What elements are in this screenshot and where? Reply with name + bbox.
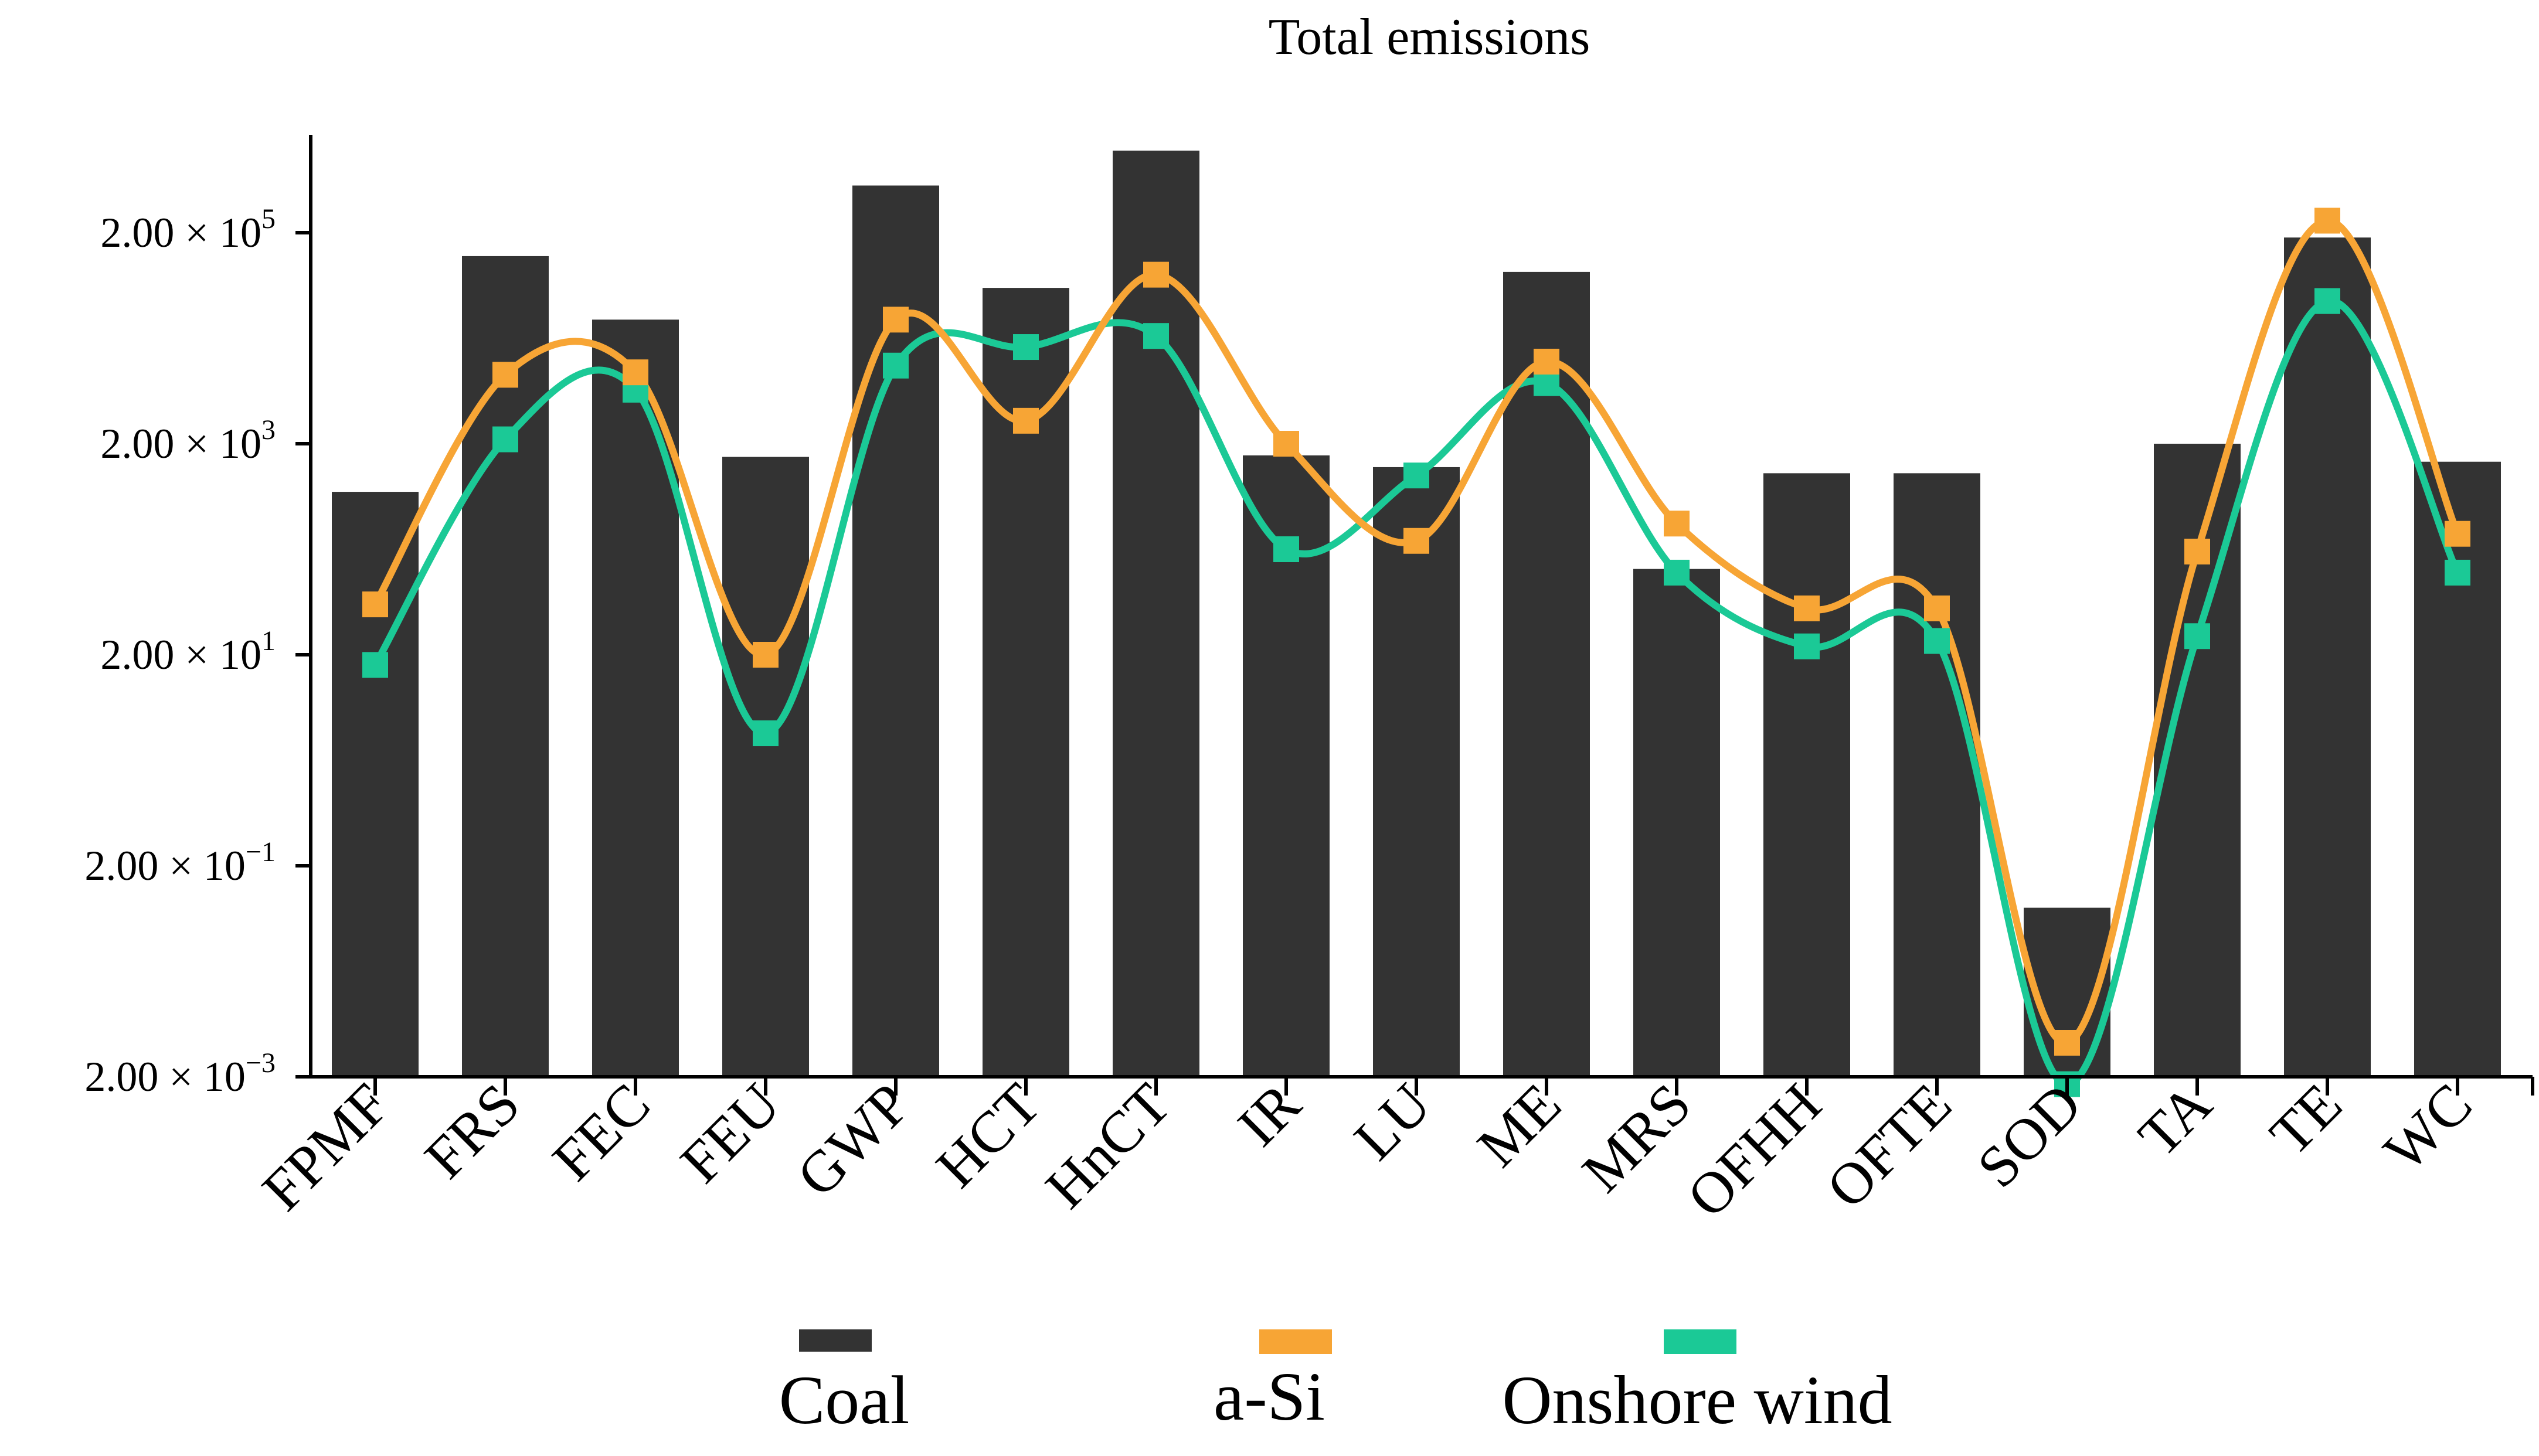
line-a-si bbox=[372, 217, 2461, 1047]
point-onshore-wind-ofhh bbox=[1794, 633, 1820, 659]
bar-coal-lu bbox=[1373, 467, 1460, 1077]
legend-label-onshore-wind: Onshore wind bbox=[1502, 1362, 1892, 1438]
point-a-si-te bbox=[2314, 207, 2340, 234]
point-a-si-ofhh bbox=[1794, 595, 1820, 621]
x-tick-label-fpmf: FPMF bbox=[250, 1071, 402, 1223]
point-onshore-wind-ofte bbox=[1924, 628, 1950, 654]
x-tick-label-gwp: GWP bbox=[784, 1071, 923, 1209]
bar-coal-te bbox=[2284, 237, 2371, 1077]
line-onshore-wind bbox=[372, 297, 2461, 1088]
point-a-si-mrs bbox=[1664, 511, 1690, 537]
point-a-si-wc bbox=[2445, 521, 2470, 547]
x-tick-label-wc: WC bbox=[2371, 1071, 2484, 1183]
bar-coal-ofhh bbox=[1763, 473, 1850, 1077]
legend-swatch-coal bbox=[799, 1329, 872, 1352]
x-tick-label-ofhh: OFHH bbox=[1675, 1071, 1834, 1230]
point-a-si-sod bbox=[2054, 1030, 2080, 1056]
x-tick-label-ta: TA bbox=[2126, 1071, 2224, 1169]
bar-coal-frs bbox=[462, 256, 549, 1077]
legend-swatch-onshore-wind bbox=[1664, 1329, 1736, 1354]
point-onshore-wind-te bbox=[2314, 288, 2340, 314]
x-tick-label-frs: FRS bbox=[412, 1071, 532, 1190]
x-tick-label-ofte: OFTE bbox=[1814, 1071, 1963, 1220]
x-tick-label-te: TE bbox=[2258, 1071, 2354, 1168]
point-a-si-hct bbox=[1013, 407, 1039, 434]
x-tick-label-hnct: HnCT bbox=[1033, 1071, 1182, 1220]
point-a-si-feu bbox=[753, 642, 779, 668]
point-a-si-fec bbox=[623, 359, 648, 386]
x-tick-label-me: ME bbox=[1465, 1071, 1573, 1179]
point-a-si-hnct bbox=[1143, 261, 1169, 288]
point-onshore-wind-hnct bbox=[1143, 323, 1169, 349]
point-onshore-wind-lu bbox=[1403, 462, 1429, 489]
y-tick-label: 2.00 × 105 bbox=[100, 203, 276, 256]
y-tick-label: 2.00 × 10−3 bbox=[84, 1047, 276, 1100]
x-tick-label-feu: FEU bbox=[668, 1071, 792, 1195]
point-a-si-gwp bbox=[883, 307, 909, 333]
point-a-si-ofte bbox=[1924, 595, 1950, 621]
point-onshore-wind-ta bbox=[2184, 623, 2210, 649]
x-tick-label-fec: FEC bbox=[540, 1071, 662, 1193]
point-a-si-frs bbox=[492, 362, 518, 388]
y-tick-label: 2.00 × 101 bbox=[100, 625, 276, 678]
point-onshore-wind-fpmf bbox=[362, 652, 388, 678]
legend-swatch-a-si bbox=[1259, 1329, 1332, 1354]
x-tick-label-hct: HCT bbox=[924, 1071, 1053, 1200]
bar-coal-wc bbox=[2414, 461, 2501, 1077]
point-onshore-wind-mrs bbox=[1664, 559, 1690, 586]
point-onshore-wind-me bbox=[1534, 370, 1559, 396]
y-tick-label: 2.00 × 103 bbox=[100, 414, 276, 467]
point-a-si-lu bbox=[1403, 528, 1429, 554]
x-tick-label-lu: LU bbox=[1342, 1071, 1443, 1172]
point-onshore-wind-ir bbox=[1273, 536, 1299, 562]
chart-title: Total emissions bbox=[1269, 9, 1590, 66]
bar-coal-feu bbox=[722, 457, 809, 1077]
legend-label-a-si: a-Si bbox=[1214, 1358, 1325, 1435]
point-a-si-fpmf bbox=[362, 591, 388, 618]
bar-coal-hnct bbox=[1113, 150, 1199, 1077]
point-onshore-wind-feu bbox=[753, 720, 779, 747]
point-onshore-wind-gwp bbox=[883, 352, 909, 379]
bar-coal-mrs bbox=[1633, 569, 1720, 1077]
point-a-si-me bbox=[1534, 348, 1559, 375]
point-onshore-wind-frs bbox=[492, 426, 518, 453]
x-tick-label-ir: IR bbox=[1225, 1071, 1313, 1158]
point-onshore-wind-wc bbox=[2445, 559, 2470, 586]
y-tick-label: 2.00 × 10−1 bbox=[84, 836, 276, 889]
bar-coal-ofte bbox=[1894, 473, 1980, 1077]
bar-coal-fpmf bbox=[332, 492, 419, 1077]
point-a-si-ir bbox=[1273, 431, 1299, 457]
point-a-si-ta bbox=[2184, 539, 2210, 565]
point-onshore-wind-hct bbox=[1013, 334, 1039, 360]
legend-label-coal: Coal bbox=[779, 1362, 910, 1438]
